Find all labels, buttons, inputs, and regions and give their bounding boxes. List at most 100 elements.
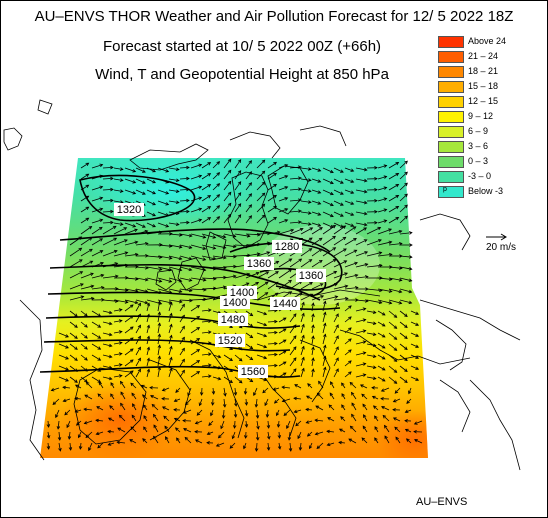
legend-label: 6 – 9 — [468, 126, 489, 136]
wind-arrow — [110, 393, 115, 400]
wind-arrow — [333, 200, 344, 206]
wind-arrow — [333, 248, 347, 257]
wind-arrowhead — [261, 214, 266, 219]
wind-arrowhead — [404, 346, 408, 351]
wind-arrow — [405, 429, 412, 433]
wind-arrow — [377, 165, 387, 169]
wind-arrow — [102, 365, 112, 369]
wind-arrowhead — [211, 391, 216, 395]
wind-arrow — [179, 266, 192, 271]
wind-arrowhead — [79, 271, 84, 275]
wind-arrow — [267, 217, 277, 224]
wind-arrowhead — [178, 256, 183, 261]
wind-arrowhead — [277, 445, 282, 450]
wind-arrowhead — [335, 346, 339, 351]
wind-arrowhead — [188, 256, 193, 261]
wind-arrowhead — [118, 363, 123, 367]
wind-arrowhead — [110, 209, 114, 214]
wind-arrow — [293, 397, 302, 400]
wind-arrowhead — [113, 237, 118, 242]
wind-arrow — [267, 184, 277, 191]
wind-arrowhead — [140, 384, 145, 389]
wind-arrowhead — [181, 336, 185, 341]
wind-arrow — [97, 442, 104, 449]
wind-arrow — [278, 269, 292, 279]
wind-arrowhead — [320, 295, 325, 299]
wind-arrowhead — [263, 322, 268, 327]
wind-arrow — [201, 206, 211, 213]
wind-arrowhead — [74, 346, 78, 350]
wind-arrowhead — [362, 373, 367, 377]
wind-arrowhead — [169, 312, 173, 317]
wind-arrowhead — [181, 347, 185, 352]
wind-arrowhead — [80, 283, 84, 287]
wind-arrow — [315, 431, 324, 435]
wind-arrowhead — [169, 334, 173, 339]
wind-arrowhead — [332, 247, 337, 251]
wind-arrowhead — [152, 180, 156, 184]
wind-arrowhead — [409, 243, 413, 247]
wind-arrow — [388, 230, 402, 235]
wind-arrowhead — [364, 263, 369, 267]
wind-arrow — [399, 354, 408, 361]
wind-arrow — [168, 222, 179, 225]
wind-arrow — [179, 277, 192, 281]
wind-arrowhead — [89, 248, 93, 253]
wind-arrow — [245, 215, 252, 224]
wind-arrowhead — [318, 259, 323, 264]
wind-arrowhead — [408, 278, 413, 282]
wind-arrow — [264, 398, 269, 406]
wind-arrow — [168, 368, 172, 378]
wind-arrowhead — [380, 396, 384, 401]
wind-arrowhead — [237, 170, 242, 174]
wind-arrowhead — [359, 384, 364, 388]
wind-arrowhead — [414, 439, 418, 443]
wind-arrowhead — [255, 437, 260, 441]
wind-arrow — [190, 197, 202, 202]
wind-arrowhead — [415, 344, 420, 348]
wind-scale-label: 20 m/s — [486, 242, 517, 253]
wind-arrow — [366, 365, 376, 369]
wind-arrow — [267, 365, 278, 367]
wind-arrowhead — [307, 222, 312, 226]
wind-arrowhead — [307, 211, 312, 215]
wind-arrowhead — [146, 302, 151, 307]
wind-arrow — [399, 255, 412, 258]
wind-arrow — [362, 425, 368, 433]
wind-arrowhead — [283, 412, 288, 416]
wind-arrow — [151, 404, 159, 411]
wind-arrowhead — [221, 415, 226, 419]
wind-arrow — [113, 167, 123, 170]
wind-arrow — [355, 251, 368, 257]
wind-arrowhead — [84, 357, 88, 361]
wind-arrow — [168, 288, 182, 293]
wind-arrow — [388, 332, 397, 340]
wind-arrow — [80, 310, 88, 317]
wind-arrow — [69, 296, 84, 301]
wind-arrow — [245, 420, 248, 428]
wind-arrow — [223, 275, 236, 279]
wind-arrow — [157, 288, 172, 293]
wind-arrowhead — [404, 171, 408, 176]
wind-arrow — [355, 374, 366, 378]
wind-arrowhead — [119, 178, 124, 182]
wind-arrow — [355, 276, 368, 279]
wind-arrow — [344, 327, 352, 334]
wind-arrowhead — [108, 354, 113, 359]
wind-arrowhead — [307, 167, 312, 171]
wind-arrowhead — [84, 379, 88, 383]
wind-arrowhead — [404, 204, 408, 209]
wind-arrowhead — [244, 424, 249, 428]
wind-arrowhead — [118, 330, 123, 334]
wind-arrowhead — [132, 224, 137, 228]
wind-arrow — [283, 409, 291, 416]
wind-arrowhead — [383, 208, 388, 212]
contour-label: 1480 — [221, 314, 245, 326]
wind-arrow — [223, 170, 232, 180]
wind-arrow — [190, 255, 206, 261]
wind-arrow — [135, 347, 141, 356]
wind-arrow — [190, 360, 200, 367]
wind-arrow — [327, 442, 335, 446]
wind-arrowhead — [212, 256, 217, 261]
wind-arrowhead — [254, 404, 259, 408]
